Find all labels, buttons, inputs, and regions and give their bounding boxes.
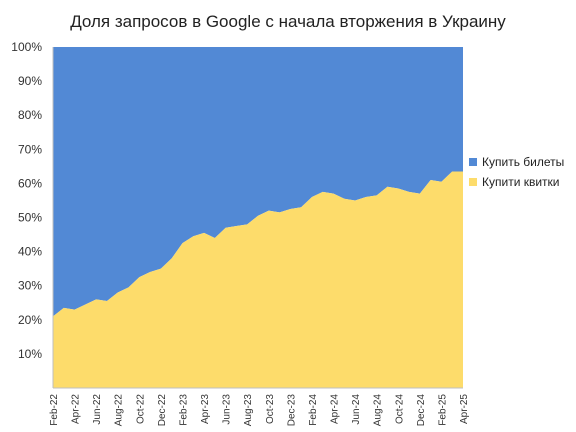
x-tick-label: Jun-24: [351, 394, 362, 425]
legend-item-kupyty-kvytky: Купити квитки: [469, 172, 564, 192]
y-tick-label: 80%: [18, 108, 42, 122]
x-tick-label: Aug-24: [373, 394, 384, 427]
y-tick-label: 90%: [18, 74, 42, 88]
y-axis-ticks: 100% 90% 80% 70% 60% 50% 40% 30% 20% 10%: [11, 40, 42, 361]
y-tick-label: 50%: [18, 211, 42, 225]
x-tick-label: Oct-22: [135, 394, 146, 424]
x-tick-label: Dec-22: [157, 394, 168, 427]
x-tick-label: Feb-23: [178, 394, 189, 426]
y-tick-label: 30%: [18, 279, 42, 293]
y-tick-label: 60%: [18, 176, 42, 190]
x-tick-label: Dec-23: [286, 394, 297, 427]
x-tick-label: Feb-22: [49, 394, 60, 426]
y-tick-label: 10%: [18, 347, 42, 361]
y-tick-label: 20%: [18, 313, 42, 327]
x-tick-label: Feb-25: [437, 394, 448, 426]
x-tick-label: Aug-22: [114, 394, 125, 427]
x-tick-label: Jun-22: [92, 394, 103, 425]
plot-area: [53, 47, 463, 388]
legend-label: Купити квитки: [482, 175, 560, 189]
legend: Купить билеты Купити квитки: [469, 152, 564, 192]
x-tick-label: Apr-25: [459, 394, 470, 424]
axes: [52, 47, 463, 389]
legend-swatch: [469, 158, 477, 166]
x-tick-label: Oct-24: [394, 394, 405, 424]
x-tick-label: Apr-22: [71, 394, 82, 424]
chart-title: Доля запросов в Google с начала вторжени…: [70, 12, 506, 31]
area-series-kupyty-kvytky: [53, 171, 463, 388]
y-tick-label: 100%: [11, 40, 42, 54]
x-tick-label: Feb-24: [308, 394, 319, 426]
x-tick-label: Apr-23: [200, 394, 211, 424]
x-tick-label: Dec-24: [416, 394, 427, 427]
x-tick-label: Oct-23: [265, 394, 276, 424]
legend-item-kupit-bilety: Купить билеты: [469, 152, 564, 172]
x-tick-label: Apr-24: [330, 394, 341, 424]
x-tick-label: Aug-23: [243, 394, 254, 427]
y-tick-label: 40%: [18, 245, 42, 259]
x-tick-label: Jun-23: [222, 394, 233, 425]
x-axis-ticks: Feb-22 Apr-22 Jun-22 Aug-22 Oct-22 Dec-22 Feb-…: [49, 394, 470, 427]
legend-label: Купить билеты: [482, 155, 565, 169]
y-tick-label: 70%: [18, 142, 42, 156]
area-series-kupit-bilety: [53, 47, 463, 317]
legend-swatch: [469, 178, 477, 186]
